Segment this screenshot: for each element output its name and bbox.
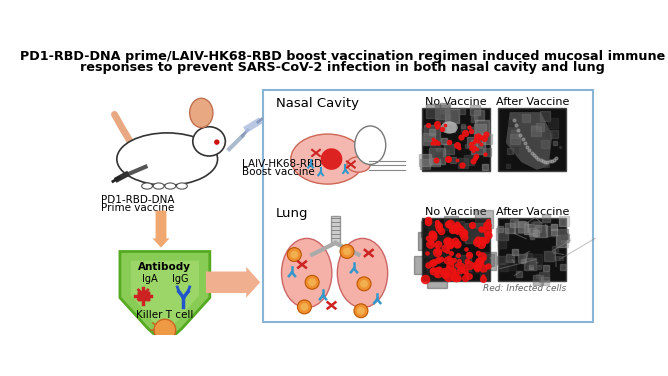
Circle shape: [340, 244, 354, 258]
Text: Antibody: Antibody: [138, 262, 191, 272]
Circle shape: [357, 307, 365, 315]
Circle shape: [360, 280, 368, 288]
Circle shape: [308, 279, 316, 286]
Circle shape: [154, 319, 176, 341]
Text: PD1-RBD-DNA: PD1-RBD-DNA: [101, 195, 174, 205]
Text: No Vaccine: No Vaccine: [425, 207, 486, 217]
Ellipse shape: [117, 133, 218, 185]
Text: IgA: IgA: [142, 274, 157, 284]
Ellipse shape: [347, 157, 370, 172]
Text: After Vaccine: After Vaccine: [496, 97, 570, 108]
Circle shape: [357, 277, 371, 291]
Ellipse shape: [337, 238, 387, 308]
Text: Boost vaccine: Boost vaccine: [242, 167, 315, 177]
FancyBboxPatch shape: [498, 108, 566, 171]
Ellipse shape: [190, 98, 213, 127]
Ellipse shape: [441, 121, 458, 134]
Ellipse shape: [142, 183, 152, 189]
Circle shape: [297, 300, 311, 314]
Ellipse shape: [165, 183, 176, 189]
Text: Red: Infected cells: Red: Infected cells: [483, 284, 566, 293]
Text: No Vaccine: No Vaccine: [425, 97, 486, 108]
Text: PD1-RBD-DNA prime/LAIV-HK68-RBD boost vaccination regimen induced mucosal immune: PD1-RBD-DNA prime/LAIV-HK68-RBD boost va…: [20, 50, 665, 63]
Circle shape: [343, 248, 351, 255]
Circle shape: [305, 275, 319, 289]
Text: Lung: Lung: [276, 207, 308, 220]
Circle shape: [291, 251, 298, 258]
Ellipse shape: [281, 238, 332, 308]
FancyBboxPatch shape: [331, 216, 340, 243]
Ellipse shape: [176, 183, 187, 189]
Text: responses to prevent SARS-CoV-2 infection in both nasal cavity and lung: responses to prevent SARS-CoV-2 infectio…: [80, 61, 605, 74]
FancyBboxPatch shape: [498, 218, 566, 281]
FancyBboxPatch shape: [422, 108, 490, 171]
FancyBboxPatch shape: [263, 90, 593, 322]
Polygon shape: [131, 261, 199, 334]
Text: Killer T cell: Killer T cell: [136, 309, 194, 320]
Text: Nasal Cavity: Nasal Cavity: [276, 97, 359, 111]
Circle shape: [321, 148, 343, 170]
FancyBboxPatch shape: [422, 218, 490, 281]
Circle shape: [301, 303, 308, 311]
Circle shape: [214, 139, 220, 145]
Ellipse shape: [291, 134, 365, 184]
Text: LAIV-HK68-RBD: LAIV-HK68-RBD: [242, 159, 323, 169]
FancyArrow shape: [152, 211, 170, 248]
Polygon shape: [120, 252, 210, 344]
Ellipse shape: [153, 183, 164, 189]
Text: Prime vaccine: Prime vaccine: [101, 203, 174, 213]
Text: IgG: IgG: [172, 274, 188, 284]
Circle shape: [287, 248, 301, 261]
Circle shape: [354, 304, 368, 318]
Polygon shape: [506, 112, 552, 170]
FancyArrow shape: [206, 267, 261, 298]
Text: After Vaccine: After Vaccine: [496, 207, 570, 217]
Ellipse shape: [193, 127, 225, 156]
Ellipse shape: [355, 126, 385, 164]
